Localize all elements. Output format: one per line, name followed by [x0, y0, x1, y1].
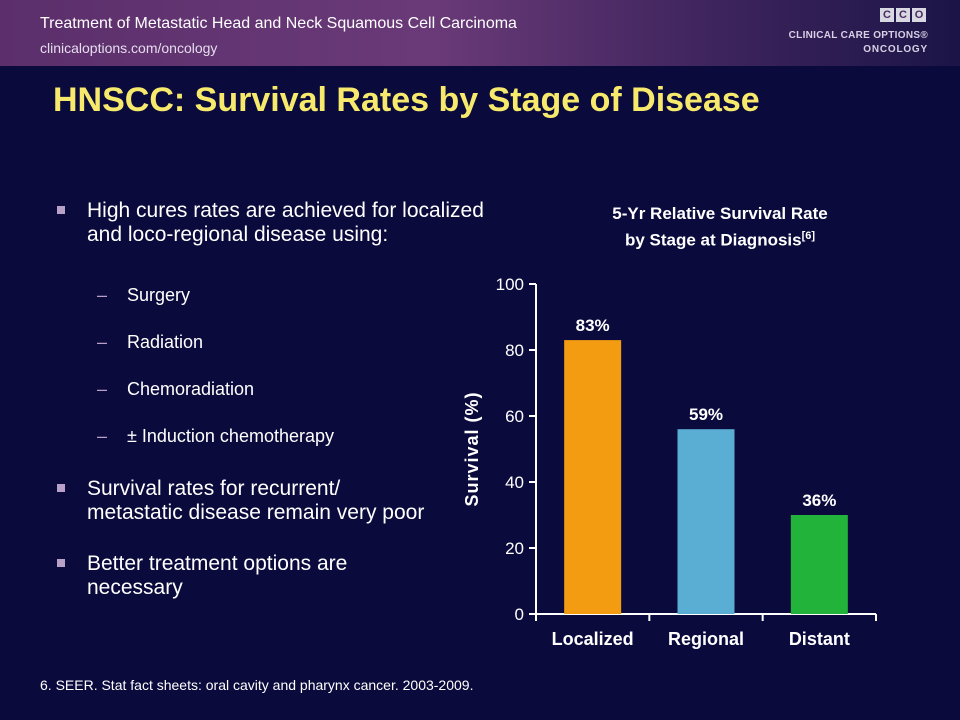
- chart-title-ref: [6]: [801, 230, 816, 242]
- square-bullet-icon: [57, 484, 65, 492]
- logo-boxes: C C O: [880, 8, 926, 22]
- sub-bullet-text: Surgery: [127, 285, 191, 305]
- x-category-label: Distant: [789, 629, 850, 649]
- x-category-label: Localized: [552, 629, 634, 649]
- logo-text-line2: ONCOLOGY: [863, 44, 928, 55]
- chart-title: 5-Yr Relative Survival Rate by Stage at …: [540, 202, 900, 252]
- square-bullet-icon: [57, 559, 65, 567]
- data-label: 36%: [802, 491, 836, 510]
- chart-title-line1: 5-Yr Relative Survival Rate: [612, 204, 828, 223]
- dash-bullet-icon: –: [97, 426, 108, 446]
- header-url: clinicaloptions.com/oncology: [40, 40, 218, 56]
- sub-bullet-text: Radiation: [127, 332, 204, 352]
- dash-bullet-icon: –: [97, 332, 108, 352]
- y-tick-label: 80: [505, 341, 524, 360]
- chart-title-line2-wrap: by Stage at Diagnosis[6]: [540, 225, 900, 252]
- y-axis-label: Survival (%): [462, 391, 482, 506]
- bullet-text: Better treatment options are necessary: [87, 552, 348, 599]
- bullet-list: High cures rates are achieved for locali…: [53, 199, 503, 600]
- logo-box-c2: C: [896, 8, 910, 22]
- bar-localized: [564, 340, 622, 614]
- logo-text-line1: CLINICAL CARE OPTIONS®: [788, 30, 928, 41]
- bullet-item: Survival rates for recurrent/ metastatic…: [53, 477, 437, 525]
- dash-bullet-icon: –: [97, 285, 108, 305]
- data-label: 59%: [689, 405, 723, 424]
- sub-bullet-item: – Radiation: [53, 331, 503, 353]
- bullet-item: Better treatment options are necessary: [53, 552, 437, 600]
- sub-bullet-item: – Surgery: [53, 284, 503, 306]
- y-tick-label: 20: [505, 539, 524, 558]
- bar-distant: [790, 515, 848, 614]
- bar-regional: [677, 429, 735, 614]
- y-tick-label: 40: [505, 473, 524, 492]
- header-bar: Treatment of Metastatic Head and Neck Sq…: [0, 0, 960, 66]
- sub-bullet-item: – ± Induction chemotherapy: [53, 425, 503, 447]
- logo-box-c1: C: [880, 8, 894, 22]
- slide-title: HNSCC: Survival Rates by Stage of Diseas…: [53, 81, 760, 119]
- sub-bullet-text: Chemoradiation: [127, 379, 255, 399]
- logo-box-o: O: [912, 8, 926, 22]
- footnote: 6. SEER. Stat fact sheets: oral cavity a…: [40, 677, 474, 693]
- data-label: 83%: [576, 316, 610, 335]
- x-category-label: Regional: [668, 629, 744, 649]
- bullet-text: High cures rates are achieved for locali…: [87, 199, 484, 246]
- sub-bullet-item: – Chemoradiation: [53, 378, 503, 400]
- cco-logo: C C O CLINICAL CARE OPTIONS® ONCOLOGY: [789, 8, 942, 60]
- square-bullet-icon: [57, 206, 65, 214]
- sub-bullet-text: ± Induction chemotherapy: [127, 426, 334, 446]
- dash-bullet-icon: –: [97, 379, 108, 399]
- header-title: Treatment of Metastatic Head and Neck Sq…: [40, 15, 517, 32]
- bullet-item: High cures rates are achieved for locali…: [53, 199, 507, 247]
- y-tick-label: 0: [515, 605, 524, 624]
- chart-title-line2: by Stage at Diagnosis: [624, 230, 802, 250]
- bullet-text: Survival rates for recurrent/ metastatic…: [87, 477, 425, 524]
- y-tick-label: 100: [496, 275, 524, 294]
- y-tick-label: 60: [505, 407, 524, 426]
